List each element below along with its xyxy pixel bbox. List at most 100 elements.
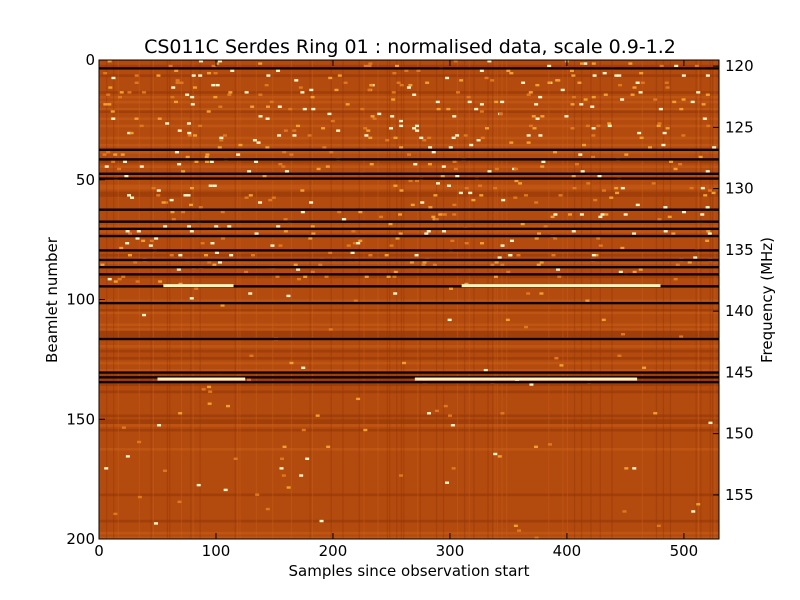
- bright-pixel: [322, 146, 327, 149]
- bright-pixel: [345, 103, 350, 106]
- bright-pixel: [415, 129, 420, 132]
- bright-pixel: [328, 76, 333, 80]
- bright-pixel: [205, 160, 210, 163]
- beamlet-row: [99, 378, 719, 382]
- bright-pixel: [469, 143, 474, 147]
- bright-pixel: [601, 189, 606, 192]
- bright-pixel: [189, 297, 194, 300]
- beamlet-row: [99, 447, 719, 451]
- bright-pixel: [208, 390, 213, 393]
- dark-beamlet-line: [99, 337, 719, 341]
- y-tick-label: 150: [66, 410, 95, 428]
- beamlet-row: [99, 64, 719, 68]
- bright-pixel: [518, 182, 523, 185]
- bright-pixel: [432, 218, 437, 221]
- y-right-tick-label: 140: [725, 302, 754, 320]
- bright-pixel: [571, 95, 576, 99]
- bright-pixel: [534, 103, 539, 106]
- sample-column: [562, 60, 564, 539]
- bright-pixel: [179, 81, 184, 84]
- bright-pixel: [288, 107, 293, 111]
- bright-pixel: [570, 103, 575, 106]
- sample-column: [180, 60, 183, 539]
- bright-pixel: [528, 124, 533, 128]
- bright-pixel: [207, 71, 212, 75]
- sample-column: [272, 60, 274, 539]
- bright-pixel: [640, 81, 645, 84]
- bright-pixel: [671, 232, 676, 235]
- bright-pixel: [632, 467, 637, 470]
- bright-segment: [461, 284, 661, 288]
- sample-column: [714, 60, 716, 539]
- sample-column: [169, 60, 171, 539]
- bright-pixel: [175, 81, 180, 84]
- dark-beamlet-line: [99, 67, 719, 70]
- bright-pixel: [102, 153, 107, 156]
- bright-pixel: [440, 174, 445, 178]
- bright-pixel: [681, 74, 686, 77]
- bright-pixel: [547, 81, 552, 84]
- bright-pixel: [458, 191, 463, 195]
- bright-pixel: [252, 139, 257, 142]
- bright-pixel: [707, 189, 712, 192]
- bright-pixel: [268, 198, 273, 202]
- bright-pixel: [212, 184, 217, 187]
- bright-pixel: [352, 242, 357, 245]
- bright-pixel: [513, 196, 518, 199]
- bright-pixel: [189, 230, 194, 233]
- bright-pixel: [248, 292, 253, 295]
- beamlet-row: [99, 428, 719, 432]
- bright-pixel: [256, 141, 261, 144]
- bright-pixel: [165, 122, 170, 125]
- bright-pixel: [141, 239, 146, 243]
- bright-pixel: [651, 182, 656, 185]
- bright-pixel: [212, 263, 217, 266]
- bright-pixel: [120, 153, 125, 156]
- bright-pixel: [490, 79, 495, 82]
- bright-pixel: [580, 62, 585, 65]
- bright-pixel: [121, 426, 126, 429]
- bright-pixel: [135, 280, 140, 283]
- bright-pixel: [413, 162, 418, 166]
- bright-pixel: [283, 129, 288, 132]
- bright-pixel: [370, 115, 375, 118]
- sample-column: [138, 60, 140, 539]
- bright-pixel: [211, 83, 216, 87]
- bright-pixel: [169, 198, 174, 202]
- bright-pixel: [368, 136, 373, 140]
- bright-pixel: [694, 64, 699, 68]
- bright-pixel: [712, 146, 717, 149]
- bright-pixel: [265, 507, 270, 511]
- bright-pixel: [399, 189, 404, 192]
- bright-pixel: [363, 127, 368, 130]
- bright-pixel: [604, 213, 609, 216]
- bright-pixel: [466, 95, 471, 99]
- bright-pixel: [262, 174, 267, 178]
- bright-pixel: [406, 86, 411, 89]
- sample-column: [417, 60, 419, 539]
- bright-pixel: [192, 86, 197, 89]
- bright-pixel: [583, 98, 588, 101]
- bright-pixel: [693, 256, 698, 259]
- beamlet-row: [99, 309, 719, 312]
- dark-beamlet-line: [99, 249, 719, 252]
- y-tick-label: 100: [66, 291, 95, 309]
- bright-pixel: [171, 218, 176, 221]
- beamlet-row: [99, 311, 719, 315]
- bright-pixel: [398, 232, 403, 235]
- bright-pixel: [258, 201, 263, 204]
- bright-pixel: [703, 194, 708, 197]
- heatmap-texture: [99, 60, 719, 540]
- beamlet-row: [99, 421, 719, 425]
- bright-pixel: [653, 98, 658, 101]
- bright-pixel: [178, 282, 183, 286]
- sample-column: [580, 60, 583, 539]
- bright-pixel: [311, 107, 316, 111]
- bright-pixel: [624, 467, 629, 470]
- bright-pixel: [393, 136, 398, 140]
- bright-pixel: [463, 134, 468, 137]
- bright-pixel: [657, 122, 662, 125]
- bright-pixel: [479, 110, 484, 113]
- heatmap-plot-area: [99, 60, 719, 540]
- sample-column: [641, 60, 643, 539]
